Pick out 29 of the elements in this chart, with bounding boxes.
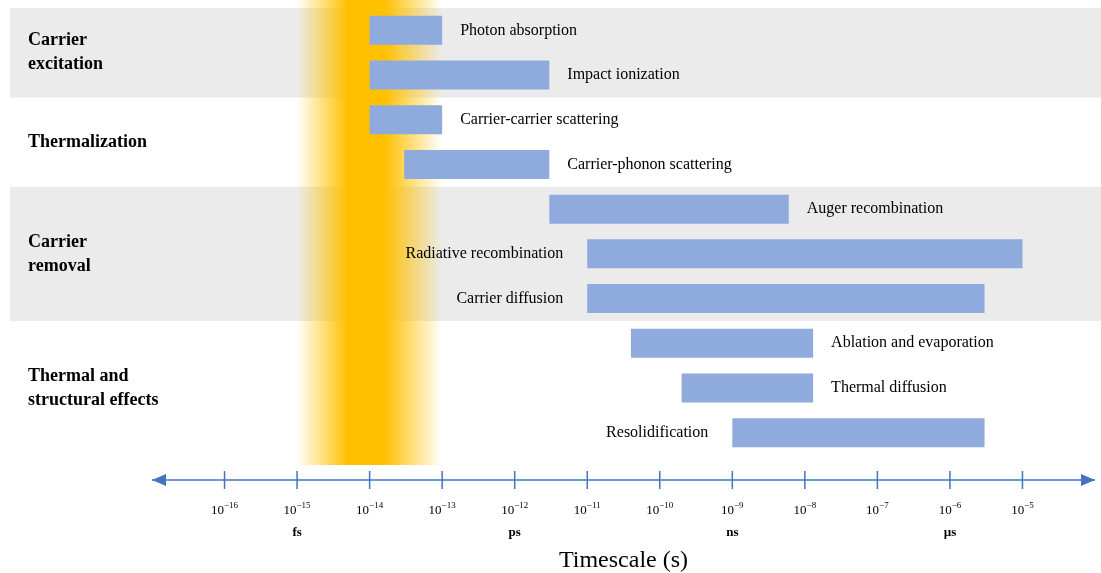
bar (587, 284, 985, 314)
band-label: Carrier removal (28, 230, 91, 275)
bar (404, 149, 550, 179)
y-tick-label: Carrier-phonon scattering (567, 154, 732, 173)
bar (732, 418, 985, 448)
annotation: Thermal and structural effects (28, 364, 159, 409)
y-tick-label: Ablation and evaporation (831, 333, 994, 352)
y-tick-label: Carrier diffusion (456, 288, 564, 306)
y-tick-label: Carrier-carrier scattering (460, 109, 619, 128)
y-tick-label: Auger recombination (806, 199, 944, 218)
bar (681, 373, 814, 403)
bar (369, 60, 550, 90)
bar (587, 239, 1023, 269)
y-tick-label: Impact ionization (567, 65, 680, 84)
text: ps (508, 524, 521, 539)
y-tick-label: Resolidification (606, 422, 709, 440)
text: Thermalization (28, 130, 147, 151)
text: ns (726, 524, 739, 539)
bar (630, 328, 814, 358)
y-tick-label: Thermal diffusion (831, 378, 947, 396)
text: µs (943, 524, 957, 539)
y-tick-label: Photon absorption (460, 20, 578, 39)
text: fs (292, 524, 302, 539)
y-tick-label: Radiative recombination (405, 244, 564, 262)
bar (369, 105, 443, 135)
bar (369, 15, 443, 45)
band-label: Carrier excitation (28, 29, 103, 74)
x-axis-title: Timescale (s) (558, 546, 689, 572)
bar (549, 194, 789, 224)
